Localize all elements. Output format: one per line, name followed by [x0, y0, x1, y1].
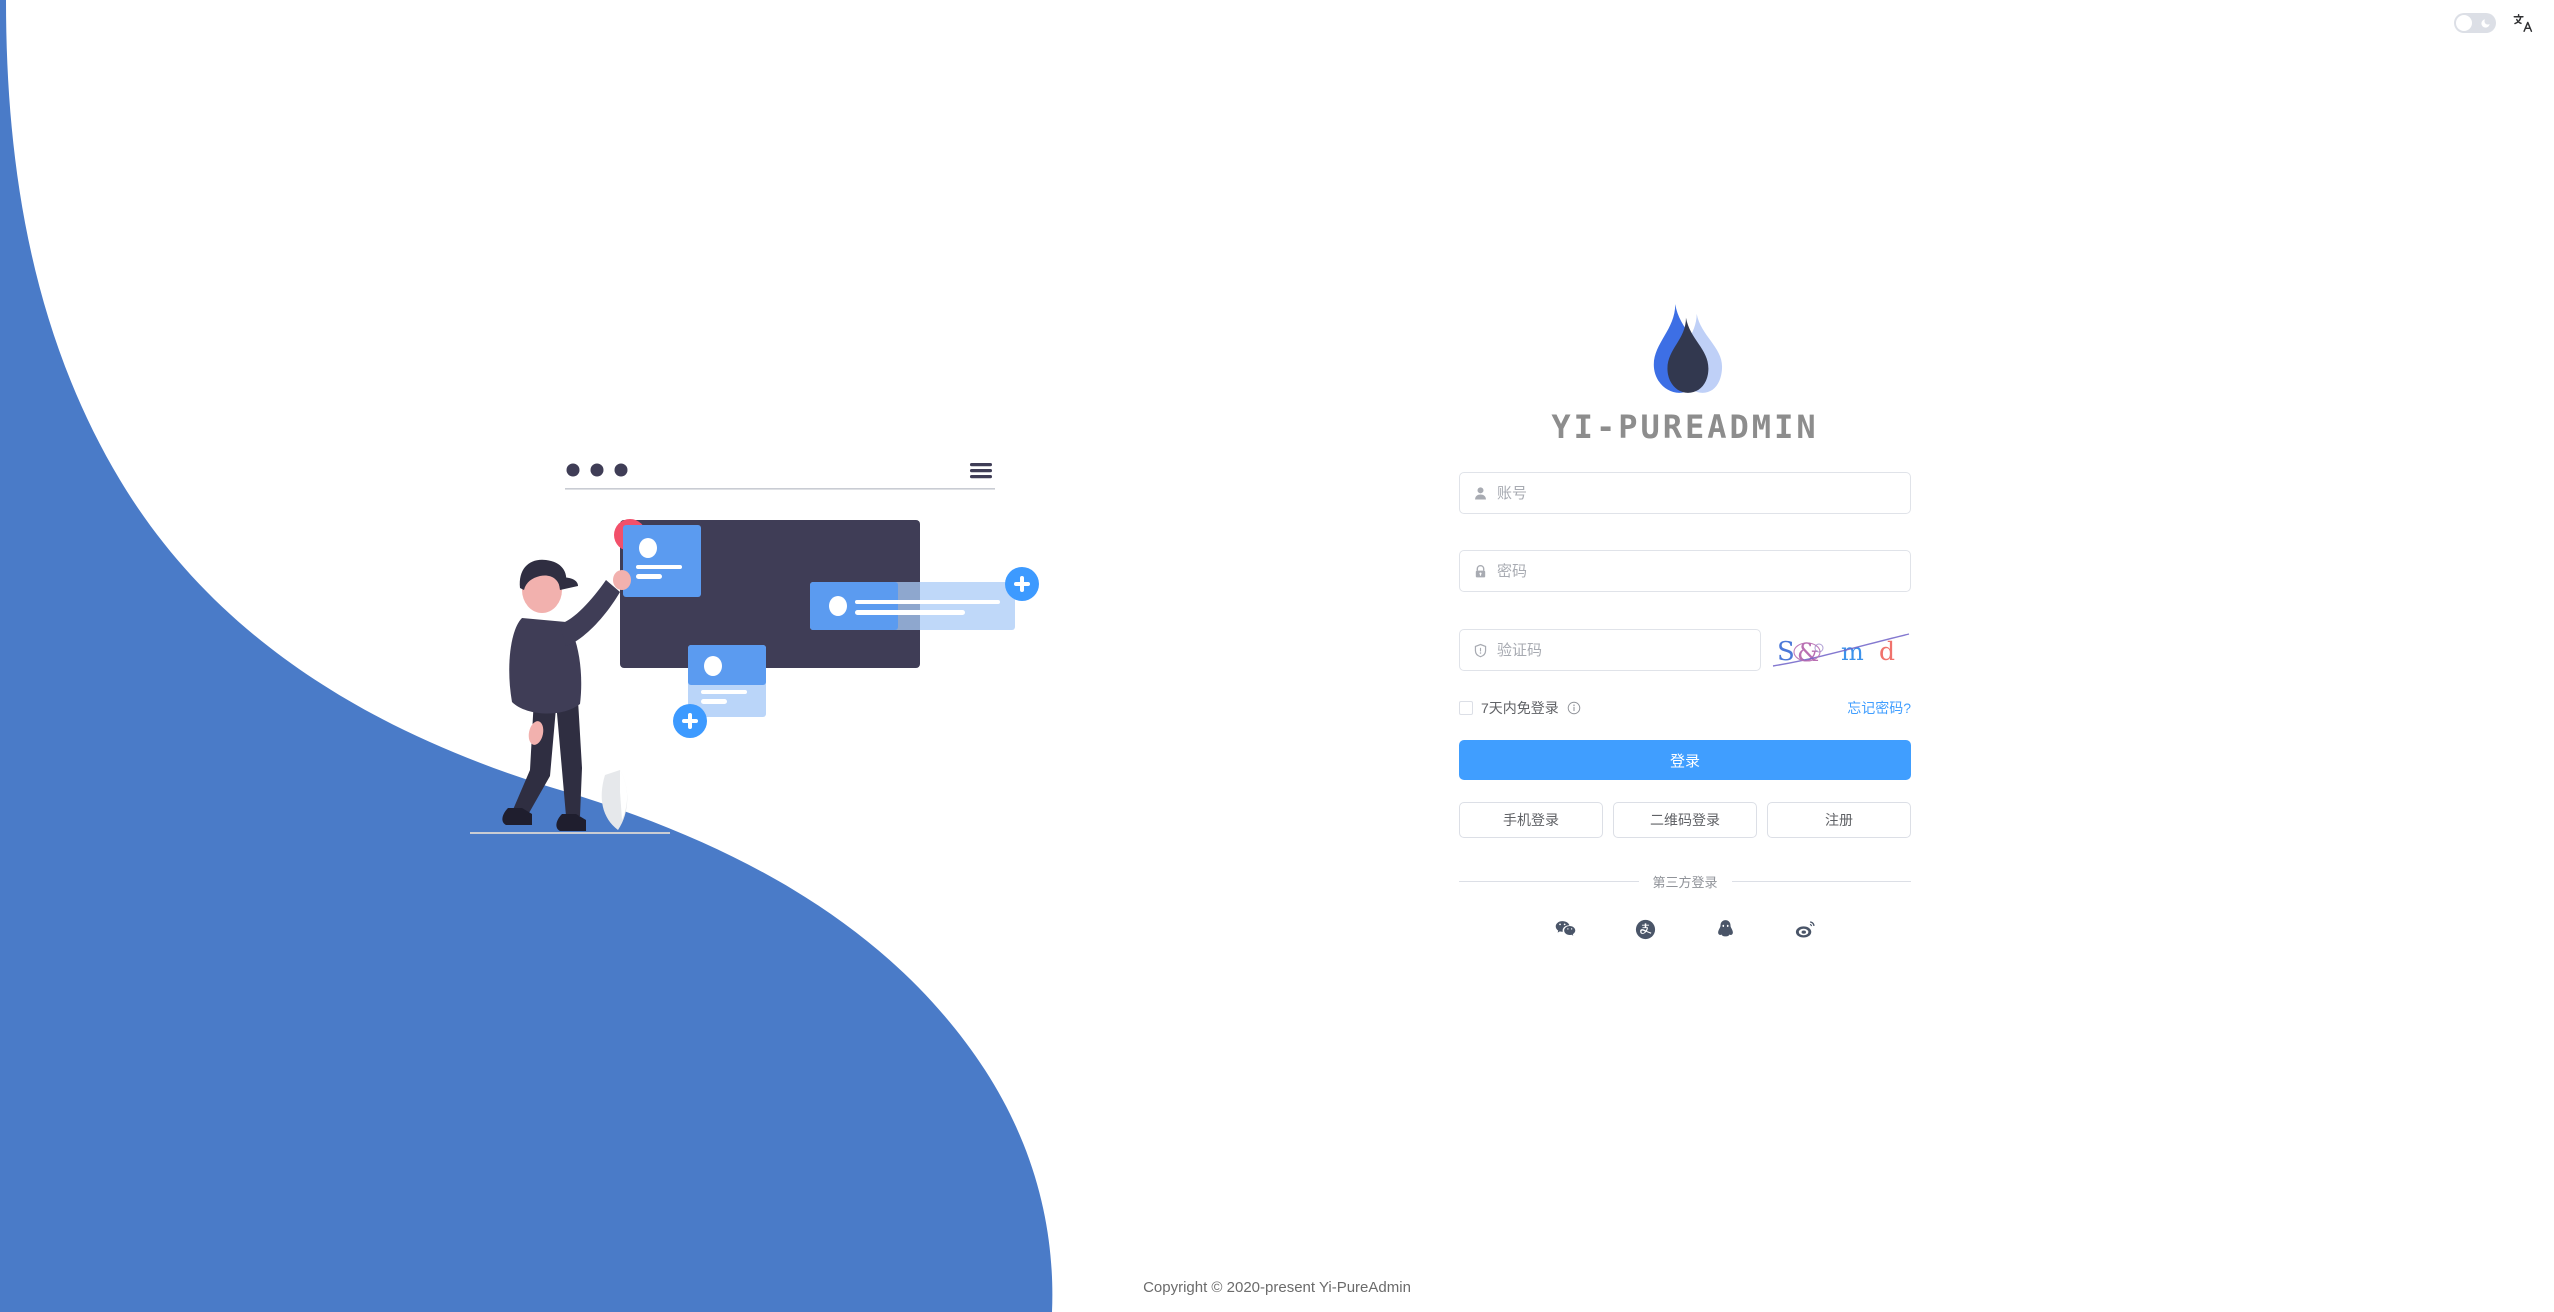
options-row: 7天内免登录 忘记密码? [1459, 696, 1911, 720]
qrcode-login-button[interactable]: 二维码登录 [1613, 802, 1757, 838]
page-title: YI-PUREADMIN [1551, 408, 1819, 446]
phone-login-button[interactable]: 手机登录 [1459, 802, 1603, 838]
register-button[interactable]: 注册 [1767, 802, 1911, 838]
captcha-image[interactable]: S & m d [1771, 628, 1911, 672]
wechat-icon[interactable] [1553, 917, 1577, 941]
username-input[interactable] [1497, 484, 1898, 502]
weibo-icon[interactable] [1793, 917, 1817, 941]
third-party-icons [1459, 917, 1911, 941]
divider-line-right [1731, 881, 1912, 882]
password-field[interactable] [1459, 550, 1911, 592]
remember-me-checkbox[interactable]: 7天内免登录 [1459, 698, 1581, 718]
remember-me-label: 7天内免登录 [1481, 700, 1559, 716]
login-button[interactable]: 登录 [1459, 740, 1911, 780]
password-input[interactable] [1497, 562, 1898, 580]
dark-mode-toggle[interactable] [2454, 13, 2496, 33]
info-circle-icon[interactable] [1567, 701, 1581, 715]
alt-login-buttons: 手机登录 二维码登录 注册 [1459, 802, 1911, 838]
captcha-field[interactable] [1459, 629, 1761, 671]
user-icon [1472, 485, 1488, 501]
login-illustration [470, 463, 1039, 834]
water-drop-logo [1653, 304, 1723, 393]
footer-copyright: Copyright © 2020-present Yi-PureAdmin [1143, 1279, 1411, 1296]
checkbox-box[interactable] [1459, 701, 1473, 715]
forgot-password-link[interactable]: 忘记密码? [1847, 700, 1911, 716]
svg-text:&: & [1797, 638, 1819, 667]
username-field[interactable] [1459, 472, 1911, 514]
topbar-controls [2454, 0, 2554, 46]
captcha-input[interactable] [1497, 641, 1748, 659]
third-party-divider: 第三方登录 [1459, 872, 1912, 891]
language-switch-icon[interactable] [2510, 10, 2536, 36]
svg-text:m: m [1841, 638, 1864, 666]
illustration-browser-bar [565, 463, 995, 490]
lock-icon [1472, 563, 1488, 579]
toggle-knob [2456, 15, 2472, 31]
login-panel: YI-PUREADMIN [1459, 300, 1912, 941]
shield-icon [1472, 642, 1488, 658]
svg-text:d: d [1879, 637, 1895, 666]
moon-icon [2480, 18, 2491, 29]
divider-line-left [1459, 881, 1639, 882]
brand-header: YI-PUREADMIN [1459, 300, 1911, 446]
illustration-card-top [623, 525, 701, 597]
alipay-icon[interactable] [1633, 917, 1657, 941]
qq-icon[interactable] [1713, 917, 1737, 941]
third-party-label: 第三方登录 [1652, 875, 1718, 890]
captcha-row: S & m d [1459, 628, 1911, 672]
svg-text:S: S [1777, 637, 1795, 667]
